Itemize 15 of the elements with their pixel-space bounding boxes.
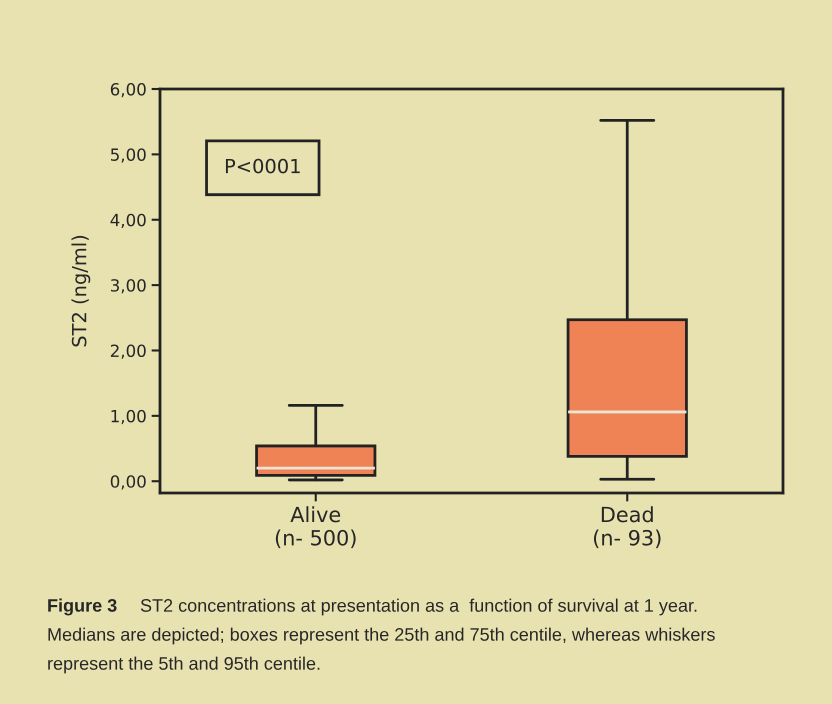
y-axis-title: ST2 (ng/ml) bbox=[71, 236, 90, 346]
y-tick-label: 0,00 bbox=[110, 475, 146, 490]
y-tick-label: 1,00 bbox=[112, 410, 146, 424]
y-tick-label: 2,00 bbox=[110, 344, 146, 359]
y-tick-label: 4,00 bbox=[110, 214, 146, 228]
text: represent the 5th and 95th centile. bbox=[48, 656, 320, 674]
y-tick-label: 5,00 bbox=[110, 148, 146, 163]
annotation: P<0001 bbox=[226, 158, 300, 174]
x-tick-label: Alive (n- 500) bbox=[276, 506, 356, 548]
caption: Figure 3 bbox=[48, 598, 117, 616]
x-tick-label: Dead (n- 93) bbox=[594, 506, 661, 548]
text: Medians are depicted; boxes represent the 25th and 75th centile, whereas whiskers bbox=[48, 628, 715, 644]
y-tick-label: 3,00 bbox=[110, 279, 146, 294]
text: ST2 concentrations at presentation as a function of survival at 1 year. bbox=[140, 598, 696, 616]
y-tick-label: 6,00 bbox=[110, 82, 146, 98]
